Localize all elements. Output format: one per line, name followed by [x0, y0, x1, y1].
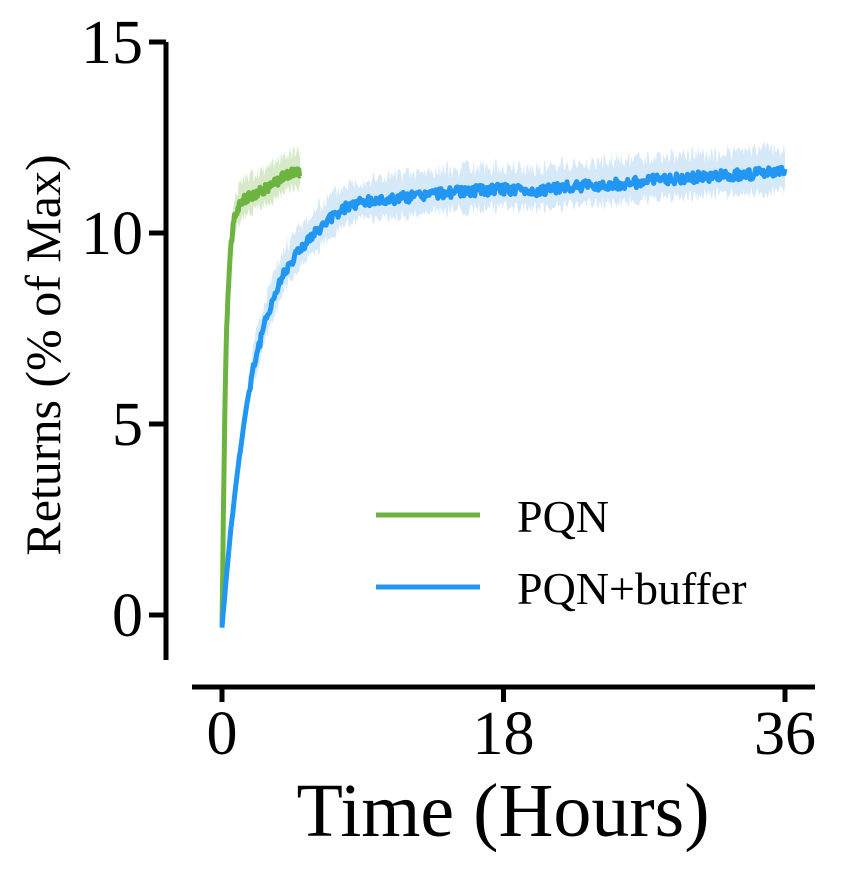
y-tick-label: 10	[81, 200, 143, 268]
y-tick-label: 0	[112, 582, 143, 650]
y-tick-label: 5	[112, 391, 143, 459]
y-ticks: 0 5 10 15	[81, 9, 166, 650]
series-bands	[222, 141, 785, 634]
legend-label-pqn-buffer: PQN+buffer	[517, 563, 747, 614]
x-tick-label: 18	[473, 700, 535, 768]
x-axis-title: Time (Hours)	[296, 769, 709, 853]
x-ticks: 0 18 36	[207, 687, 816, 768]
line-pqn-buffer	[219, 164, 788, 628]
x-tick-label: 0	[207, 700, 238, 768]
legend-label-pqn: PQN	[517, 491, 609, 542]
y-axis-title: Returns (% of Max)	[15, 154, 71, 555]
series-lines	[219, 164, 788, 628]
line-pqn	[219, 166, 302, 626]
x-tick-label: 36	[754, 700, 816, 768]
legend: PQN PQN+buffer	[376, 491, 747, 614]
y-tick-label: 15	[81, 9, 143, 77]
band-pqn-buffer	[222, 141, 785, 634]
